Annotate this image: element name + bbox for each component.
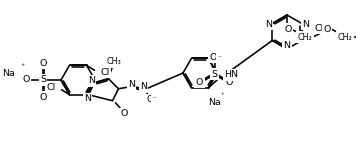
Text: Na: Na [208, 98, 221, 107]
Text: N: N [128, 80, 135, 89]
Text: N: N [302, 20, 309, 29]
Text: O: O [146, 95, 153, 104]
Text: HN: HN [225, 70, 239, 79]
Text: S: S [40, 76, 46, 85]
Text: CH₂: CH₂ [298, 32, 312, 41]
Text: Cl: Cl [100, 68, 110, 77]
Text: O: O [323, 25, 331, 33]
Text: Cl: Cl [315, 24, 324, 33]
Text: O: O [39, 58, 47, 68]
Text: N: N [140, 82, 147, 91]
Text: N: N [283, 41, 290, 50]
Text: O: O [39, 93, 47, 102]
Text: Na: Na [2, 68, 15, 77]
Text: O: O [196, 78, 203, 87]
Text: S: S [211, 70, 218, 79]
Text: O: O [284, 25, 292, 33]
Text: ⁻: ⁻ [218, 55, 221, 61]
Text: ⁺: ⁺ [21, 62, 25, 71]
Text: N: N [84, 94, 91, 103]
Text: CH₃: CH₃ [106, 57, 121, 66]
Text: N: N [88, 76, 95, 85]
Text: O: O [22, 76, 30, 85]
Text: O: O [226, 78, 233, 87]
Text: Cl: Cl [46, 83, 56, 92]
Text: O: O [121, 109, 128, 118]
Text: ⁺: ⁺ [221, 93, 224, 99]
Text: N: N [265, 20, 272, 29]
Text: CH₂: CH₂ [337, 32, 352, 41]
Text: O: O [210, 53, 217, 62]
Text: ⁻: ⁻ [153, 97, 156, 103]
